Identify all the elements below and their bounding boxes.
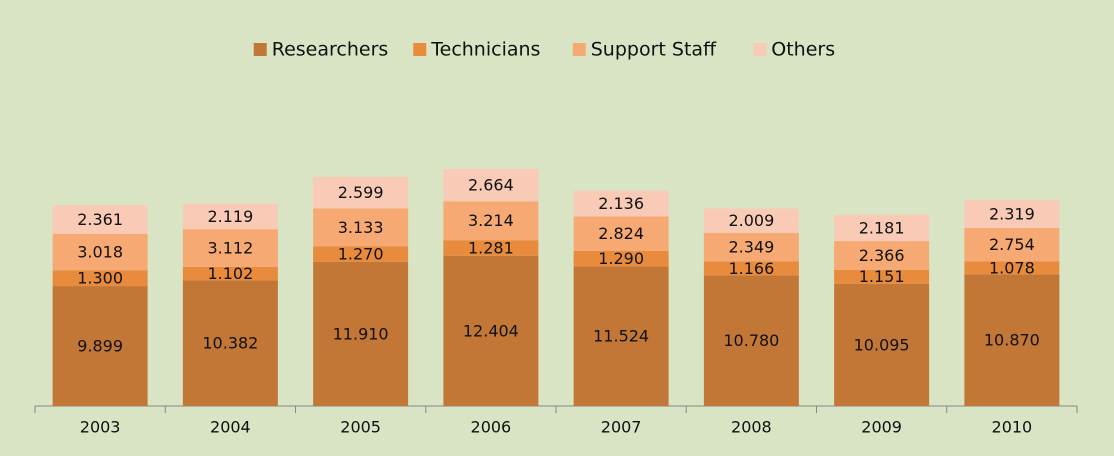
- bar-segment: [443, 201, 539, 241]
- value-label: 2.754: [989, 235, 1035, 254]
- bar-segment: [182, 266, 278, 281]
- legend-swatch: [753, 43, 767, 56]
- bar-segment: [703, 232, 799, 262]
- value-label: 3.018: [77, 243, 123, 262]
- bar-segment: [834, 241, 930, 270]
- value-label: 11.524: [593, 327, 649, 346]
- legend-swatch: [253, 43, 267, 56]
- bar-segment: [834, 269, 930, 284]
- bar-segment: [443, 169, 539, 202]
- value-label: 1.166: [728, 259, 774, 278]
- bar-segment: [573, 266, 669, 406]
- bar-segment: [52, 233, 148, 271]
- bar-segment: [964, 199, 1060, 228]
- bar-segment: [703, 261, 799, 276]
- bar-segment: [834, 283, 930, 406]
- x-tick-label: 2009: [861, 418, 902, 437]
- bar-segment: [313, 208, 409, 247]
- value-label: 2.181: [859, 218, 905, 237]
- value-label: 9.899: [77, 337, 123, 356]
- value-label: 12.404: [463, 321, 519, 340]
- x-tick-label: 2006: [471, 418, 512, 437]
- value-label: 10.780: [723, 331, 779, 350]
- value-label: 2.009: [728, 211, 774, 230]
- bar-segment: [182, 280, 278, 406]
- bar-segment: [52, 286, 148, 406]
- value-label: 3.214: [468, 211, 514, 230]
- bar-segment: [834, 214, 930, 242]
- bar-segment: [573, 250, 669, 267]
- value-label: 2.319: [989, 204, 1035, 223]
- legend-label: Others: [771, 39, 835, 61]
- value-label: 1.281: [468, 238, 514, 257]
- bar-segment: [313, 246, 409, 262]
- value-label: 2.664: [468, 176, 514, 195]
- value-label: 2.136: [598, 194, 644, 213]
- bar-segment: [703, 208, 799, 233]
- bar-segment: [573, 216, 669, 251]
- value-label: 10.382: [202, 334, 258, 353]
- value-label: 1.151: [859, 267, 905, 286]
- value-label: 2.366: [859, 246, 905, 265]
- bar-segment: [443, 255, 539, 406]
- bar-segment: [443, 240, 539, 256]
- bar-segment: [964, 274, 1060, 406]
- x-tick-label: 2005: [340, 418, 381, 437]
- x-tick-label: 2003: [80, 418, 121, 437]
- value-label: 2.599: [338, 183, 384, 202]
- value-label: 1.102: [207, 264, 253, 283]
- bar-segment: [182, 203, 278, 230]
- legend-swatch: [413, 43, 427, 56]
- value-label: 11.910: [333, 324, 389, 343]
- bar-segment: [182, 229, 278, 267]
- bar-segment: [964, 227, 1060, 262]
- legend-swatch: [572, 43, 586, 56]
- bar-segment: [52, 205, 148, 234]
- x-tick-label: 2008: [731, 418, 772, 437]
- bar-segment: [52, 270, 148, 287]
- value-label: 10.095: [854, 335, 910, 354]
- bar-segment: [964, 261, 1060, 275]
- value-label: 1.300: [77, 269, 123, 288]
- value-label: 3.112: [207, 239, 253, 258]
- value-label: 2.361: [77, 210, 123, 229]
- value-label: 1.290: [598, 249, 644, 268]
- bar-segment: [313, 261, 409, 406]
- legend-label: Researchers: [272, 39, 389, 61]
- value-label: 1.078: [989, 258, 1035, 277]
- value-label: 2.349: [728, 238, 774, 257]
- value-label: 2.119: [207, 207, 253, 226]
- bar-segment: [703, 275, 799, 406]
- value-label: 3.133: [338, 218, 384, 237]
- bar-segment: [313, 176, 409, 209]
- legend-label: Support Staff: [591, 39, 717, 61]
- legend-label: Technicians: [430, 39, 540, 61]
- value-label: 1.270: [338, 245, 384, 264]
- value-label: 2.824: [598, 224, 644, 243]
- bar-segment: [573, 190, 669, 217]
- x-tick-label: 2007: [601, 418, 642, 437]
- x-tick-label: 2010: [992, 418, 1033, 437]
- x-tick-label: 2004: [210, 418, 251, 437]
- value-label: 10.870: [984, 331, 1040, 350]
